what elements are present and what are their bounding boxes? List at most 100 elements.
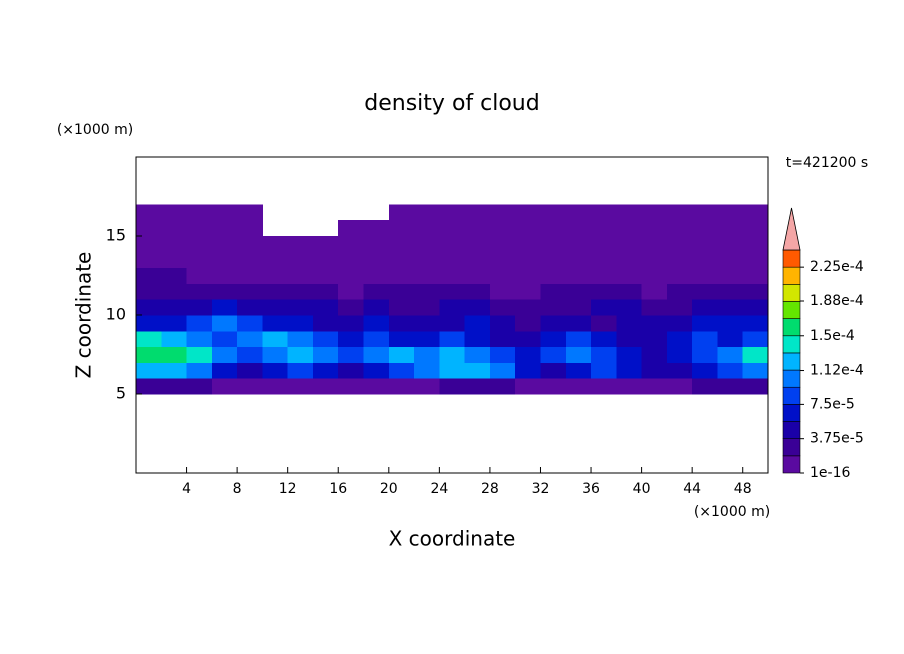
contour-cell bbox=[211, 330, 238, 348]
x-tick-label: 32 bbox=[532, 481, 550, 497]
contour-cell bbox=[262, 267, 289, 284]
contour-cell bbox=[591, 283, 617, 300]
contour-cell bbox=[338, 346, 365, 363]
contour-cell bbox=[388, 362, 415, 379]
contour-cell bbox=[414, 283, 440, 300]
contour-cell bbox=[616, 299, 643, 316]
colorbar-segment bbox=[782, 438, 801, 457]
contour-cell bbox=[717, 378, 744, 395]
contour-cell bbox=[464, 330, 491, 348]
contour-cell bbox=[338, 378, 365, 395]
contour-cell bbox=[287, 378, 314, 395]
x-unit: (×1000 m) bbox=[694, 504, 770, 520]
contour-cell bbox=[237, 330, 263, 348]
contour-cell bbox=[591, 315, 617, 332]
y-axis-title: Z coordinate bbox=[72, 252, 96, 379]
contour-cell bbox=[136, 220, 162, 237]
colorbar-segment bbox=[782, 352, 801, 371]
contour-cell bbox=[414, 220, 440, 237]
contour-cell bbox=[464, 315, 491, 332]
contour-cell bbox=[742, 346, 769, 363]
contour-cell bbox=[641, 220, 668, 237]
colorbar-segment bbox=[782, 249, 801, 268]
contour-cell bbox=[666, 378, 693, 395]
contour-cell bbox=[591, 378, 617, 395]
contour-cell bbox=[439, 315, 466, 332]
contour-cell bbox=[742, 251, 769, 269]
contour-cell bbox=[363, 378, 390, 395]
contour-cell bbox=[692, 236, 718, 253]
contour-cell bbox=[388, 204, 415, 221]
contour-cell bbox=[338, 330, 365, 348]
contour-cell bbox=[439, 330, 466, 348]
contour-cell bbox=[237, 267, 263, 284]
contour-cell bbox=[136, 283, 162, 300]
colorbar-segment bbox=[782, 301, 801, 319]
contour-cell bbox=[717, 299, 744, 316]
contour-cell bbox=[565, 346, 592, 363]
contour-cell bbox=[742, 267, 769, 284]
contour-cell bbox=[717, 220, 744, 237]
contour-cell bbox=[616, 267, 643, 284]
contour-cell bbox=[363, 236, 390, 253]
contour-cell bbox=[414, 236, 440, 253]
contour-cell bbox=[312, 299, 339, 316]
contour-cell bbox=[515, 330, 541, 348]
contour-cell bbox=[565, 378, 592, 395]
contour-cell bbox=[565, 283, 592, 300]
colorbar-label: 1e-16 bbox=[810, 465, 850, 481]
contour-cell bbox=[565, 236, 592, 253]
contour-cell bbox=[515, 236, 541, 253]
contour-cell bbox=[616, 283, 643, 300]
contour-cell bbox=[388, 267, 415, 284]
contour-cell bbox=[388, 220, 415, 237]
contour-cell bbox=[161, 315, 188, 332]
contour-cell bbox=[641, 299, 668, 316]
contour-cell bbox=[287, 330, 314, 348]
contour-cell bbox=[161, 204, 188, 221]
contour-cell bbox=[489, 236, 516, 253]
contour-cell bbox=[666, 251, 693, 269]
contour-cell bbox=[237, 378, 263, 395]
contour-cell bbox=[312, 378, 339, 395]
contour-cell bbox=[591, 204, 617, 221]
contour-cell bbox=[591, 362, 617, 379]
contour-cell bbox=[237, 346, 263, 363]
contour-cell bbox=[388, 236, 415, 253]
contour-cell bbox=[692, 362, 718, 379]
contour-cell bbox=[717, 315, 744, 332]
contour-cell bbox=[161, 362, 188, 379]
contour-cell bbox=[666, 236, 693, 253]
contour-cell bbox=[692, 315, 718, 332]
contour-cell bbox=[742, 315, 769, 332]
contour-cell bbox=[237, 220, 263, 237]
contour-cell bbox=[136, 330, 162, 348]
colorbar-label: 1.88e-4 bbox=[810, 293, 864, 309]
contour-cell bbox=[616, 220, 643, 237]
contour-cell bbox=[540, 299, 567, 316]
contour-cell bbox=[262, 283, 289, 300]
contour-cell bbox=[540, 346, 567, 363]
contour-cell bbox=[515, 251, 541, 269]
contour-cell bbox=[312, 267, 339, 284]
contour-cell bbox=[237, 283, 263, 300]
contour-cell bbox=[692, 204, 718, 221]
contour-cell bbox=[717, 346, 744, 363]
contour-cell bbox=[464, 204, 491, 221]
contour-cell bbox=[591, 330, 617, 348]
contour-cell bbox=[237, 204, 263, 221]
contour-cell bbox=[489, 378, 516, 395]
contour-cell bbox=[186, 362, 213, 379]
contour-cell bbox=[439, 251, 466, 269]
contour-cell bbox=[136, 315, 162, 332]
contour-cell bbox=[287, 299, 314, 316]
contour-cell bbox=[641, 315, 668, 332]
contour-cell bbox=[312, 236, 339, 253]
contour-cell bbox=[136, 346, 162, 363]
contour-cell bbox=[616, 236, 643, 253]
contour-cell bbox=[489, 267, 516, 284]
contour-cell bbox=[464, 220, 491, 237]
contour-cell bbox=[414, 251, 440, 269]
colorbar-segment bbox=[782, 455, 801, 474]
contour-cell bbox=[287, 346, 314, 363]
